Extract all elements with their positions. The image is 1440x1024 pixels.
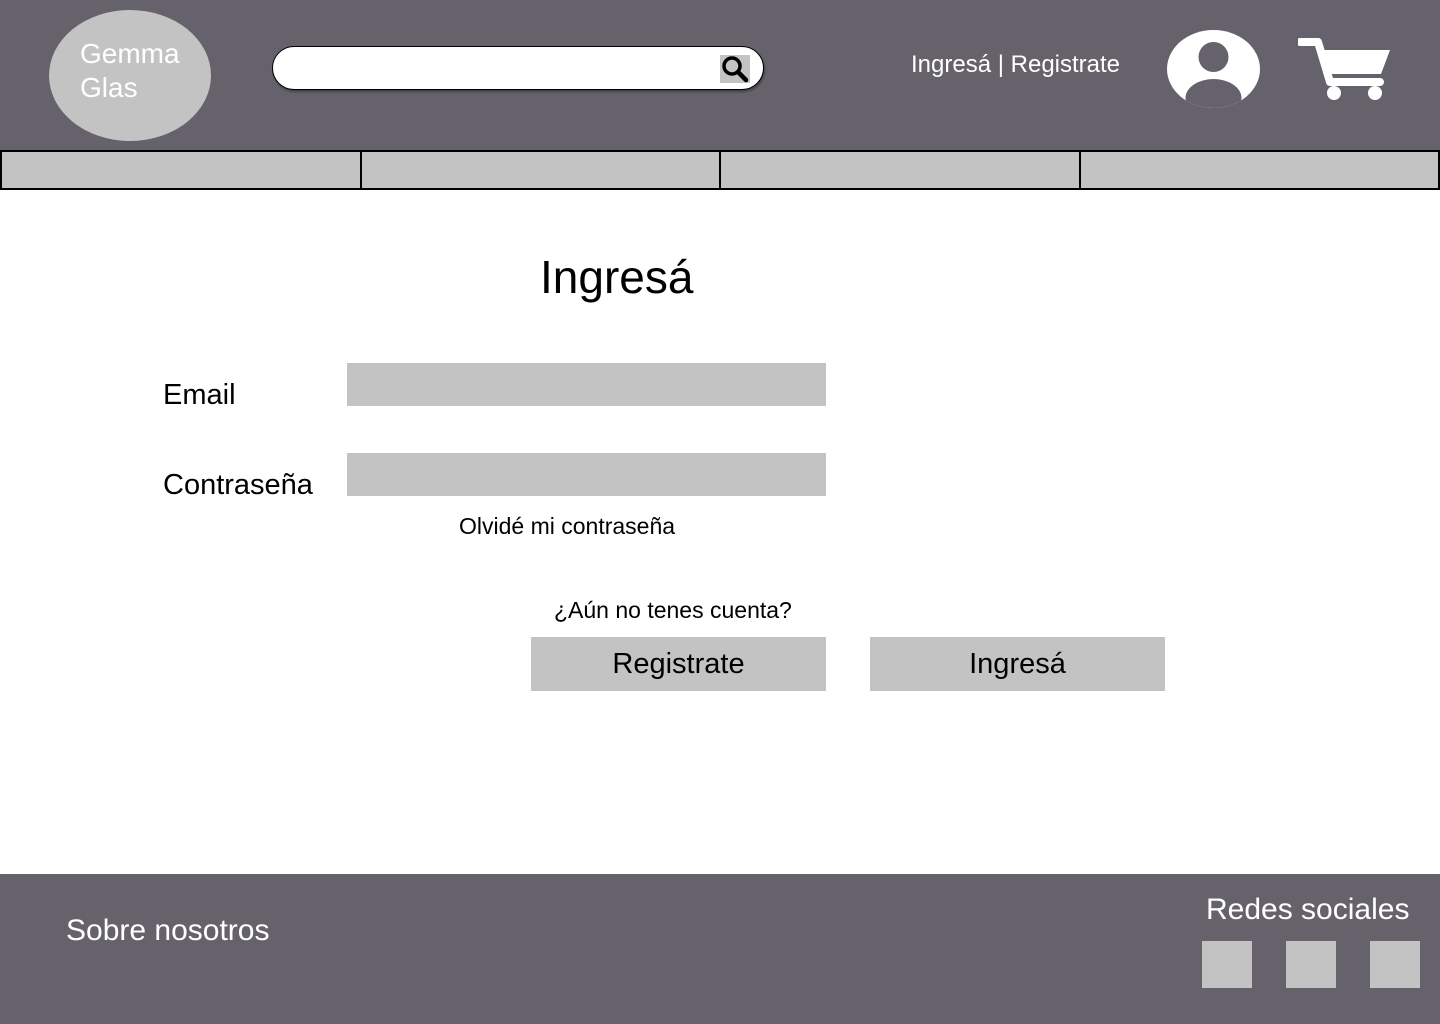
auth-links: Ingresá | Registrate (911, 50, 1120, 80)
social-title: Redes sociales (1206, 893, 1410, 926)
about-link[interactable]: Sobre nosotros (66, 914, 270, 947)
social-icon-2[interactable] (1286, 941, 1336, 988)
email-label: Email (163, 379, 236, 411)
social-icon-1[interactable] (1202, 941, 1252, 988)
category-nav (0, 150, 1440, 190)
logo-text: Gemma Glas (80, 38, 180, 103)
nav-tab-4[interactable] (1078, 150, 1440, 190)
social-icon-3[interactable] (1370, 941, 1420, 988)
no-account-text: ¿Aún no tenes cuenta? (554, 597, 792, 623)
nav-tab-3[interactable] (719, 150, 1081, 190)
cart-button[interactable] (1296, 36, 1392, 102)
auth-separator: | (991, 51, 1011, 78)
register-button[interactable]: Registrate (531, 637, 826, 691)
search-button[interactable] (720, 55, 750, 83)
forgot-password-link[interactable]: Olvidé mi contraseña (459, 513, 676, 539)
logo[interactable] (49, 10, 211, 141)
search-icon (722, 56, 749, 83)
login-link[interactable]: Ingresá (911, 51, 992, 78)
user-avatar-icon (1185, 42, 1242, 108)
search-bar[interactable] (272, 46, 764, 90)
page-title: Ingresá (540, 251, 694, 303)
register-link[interactable]: Registrate (1010, 51, 1121, 78)
login-button[interactable]: Ingresá (870, 637, 1165, 691)
password-label: Contraseña (163, 469, 313, 501)
password-field[interactable] (347, 453, 826, 496)
search-input[interactable] (287, 53, 721, 85)
user-avatar[interactable] (1167, 30, 1260, 108)
footer (0, 874, 1440, 1024)
nav-tab-2[interactable] (359, 150, 721, 190)
nav-tab-1[interactable] (0, 150, 362, 190)
email-field[interactable] (347, 363, 826, 406)
cart-icon (1296, 38, 1390, 100)
